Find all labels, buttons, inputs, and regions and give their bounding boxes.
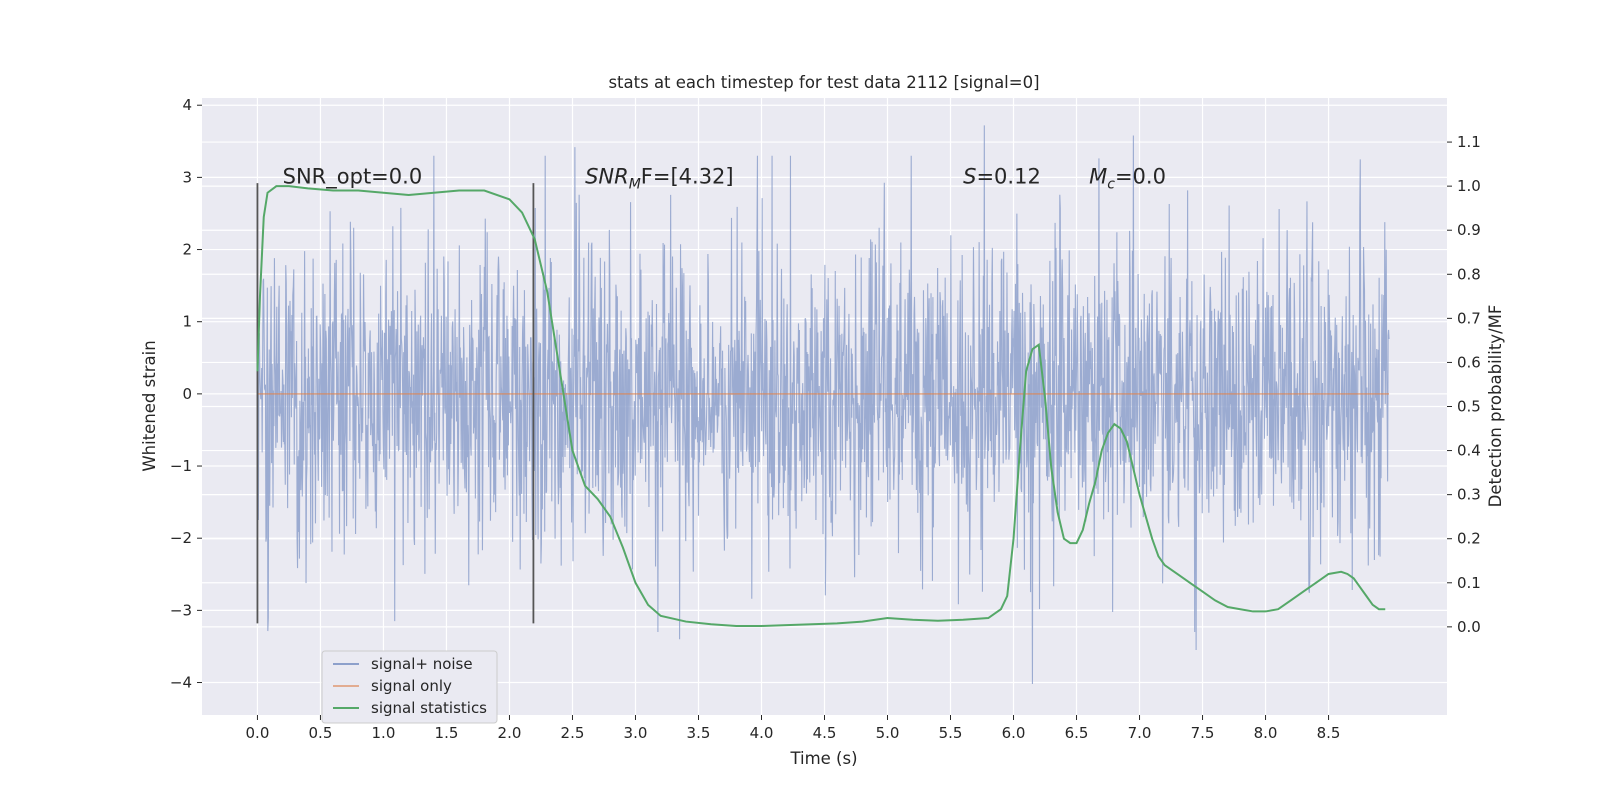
legend-box — [321, 650, 498, 724]
x-tick-label: 5.5 — [939, 724, 963, 742]
x-tick-label: 8.5 — [1317, 724, 1341, 742]
legend-label-signal-plus-noise: signal+ noise — [371, 655, 473, 673]
annotation-subscript: M — [629, 176, 641, 192]
y-tick-label-left: 0 — [182, 385, 192, 403]
y-tick-label-right: 0.0 — [1457, 618, 1481, 636]
x-tick-label: 6.5 — [1065, 724, 1089, 742]
annotation-value: =0.12 — [976, 164, 1040, 188]
y-tick-label-left: 4 — [182, 96, 192, 114]
annotation-value: =0.0 — [1115, 164, 1166, 188]
annotation-subscript: c — [1107, 176, 1115, 192]
y-axis-label-right: Detection probability/MF — [1486, 305, 1505, 508]
legend-label-signal-only: signal only — [371, 677, 452, 695]
x-tick-label: 5.0 — [876, 724, 900, 742]
x-tick-label: 1.0 — [372, 724, 396, 742]
x-tick-label: 3.0 — [624, 724, 648, 742]
x-axis-label: Time (s) — [789, 749, 857, 768]
y-tick-label-left: −1 — [170, 457, 192, 475]
y-tick-label-right: 0.3 — [1457, 486, 1481, 504]
annotations: SNR_opt=0.0 SNRMF=[4.32] S=0.12 Mc=0.0 — [283, 164, 1166, 192]
series-signal-statistics — [256, 185, 1386, 627]
x-tick-label: 1.5 — [435, 724, 459, 742]
annotation-symbol: SNR — [585, 164, 629, 188]
y-tick-label-right: 0.4 — [1457, 442, 1481, 460]
y-tick-label-right: 0.7 — [1457, 309, 1481, 327]
annotation: SNRMF=[4.32] — [585, 164, 734, 192]
y-tick-label-right: 0.1 — [1457, 574, 1481, 592]
axes: 0.0 0.5 1.0 1.5 2.0 2.5 3.0 3.5 4.0 4.5 5.0 5.5 6.0 6… — [170, 96, 1481, 742]
x-tick-label: 7.0 — [1128, 724, 1152, 742]
noise-trace — [256, 125, 1390, 684]
x-tick-label: 6.0 — [1002, 724, 1026, 742]
annotation-value: F=[4.32] — [641, 164, 734, 188]
x-tick-label: 7.5 — [1191, 724, 1215, 742]
y-tick-label-right: 0.9 — [1457, 221, 1481, 239]
y-tick-label-left: −4 — [170, 674, 192, 692]
y-tick-label-right: 0.5 — [1457, 398, 1481, 416]
annotation-symbol: S — [963, 164, 976, 188]
y-tick-label-right: 1.1 — [1457, 133, 1481, 151]
y-tick-label-left: 1 — [182, 313, 192, 331]
annotation: SNR_opt=0.0 — [283, 164, 423, 189]
x-tick-label: 0.0 — [246, 724, 270, 742]
y-axis-label-left: Whitened strain — [140, 340, 159, 471]
chart-title: stats at each timestep for test data 211… — [608, 73, 1039, 92]
y-tick-label-right: 1.0 — [1457, 177, 1481, 195]
y-tick-label-left: −3 — [170, 601, 192, 619]
x-tick-label: 2.0 — [498, 724, 522, 742]
y-tick-label-right: 0.6 — [1457, 353, 1481, 371]
x-tick-label: 4.5 — [813, 724, 837, 742]
y-tick-label-right: 0.8 — [1457, 265, 1481, 283]
annotation: Mc=0.0 — [1089, 164, 1166, 192]
x-tick-label: 4.0 — [750, 724, 774, 742]
y-tick-label-left: −2 — [170, 529, 192, 547]
line-layer — [256, 183, 1390, 627]
x-tick-label: 2.5 — [561, 724, 585, 742]
x-tick-label: 0.5 — [309, 724, 333, 742]
legend-label-signal-statistics: signal statistics — [371, 699, 487, 717]
y-tick-label-left: 3 — [182, 168, 192, 186]
series-signal-plus-noise — [256, 125, 1390, 684]
y-tick-label-right: 0.2 — [1457, 530, 1481, 548]
legend: signal+ noise signal only signal statist… — [321, 650, 498, 724]
y-tick-label-left: 2 — [182, 241, 192, 259]
annotation: S=0.12 — [963, 164, 1041, 188]
x-tick-label: 8.0 — [1254, 724, 1278, 742]
x-tick-label: 3.5 — [687, 724, 711, 742]
annotation-symbol: M — [1089, 164, 1107, 188]
